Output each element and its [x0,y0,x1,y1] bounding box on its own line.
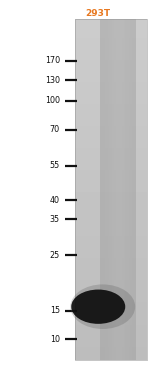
Ellipse shape [70,284,135,329]
Text: 130: 130 [45,75,60,85]
Text: 293T: 293T [86,9,111,18]
Text: 70: 70 [50,125,60,134]
Text: 35: 35 [50,215,60,224]
Ellipse shape [71,290,125,324]
Text: 100: 100 [45,96,60,106]
Text: 15: 15 [50,306,60,315]
Text: 10: 10 [50,335,60,344]
Text: 25: 25 [50,251,60,260]
Text: 40: 40 [50,195,60,205]
Text: 170: 170 [45,56,60,66]
Text: 55: 55 [50,161,60,170]
